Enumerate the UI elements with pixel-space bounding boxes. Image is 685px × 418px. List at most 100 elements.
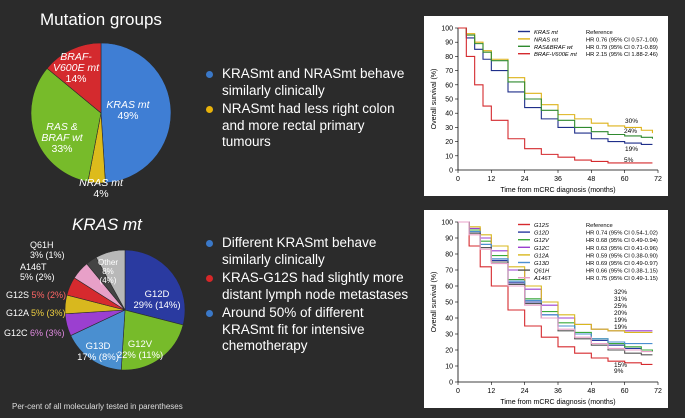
pie-label: RAS & (46, 121, 78, 133)
end-label: 19% (614, 317, 627, 324)
end-label: 25% (614, 303, 627, 310)
x-tick-label: 0 (456, 388, 460, 395)
legend-hr: Reference (586, 223, 613, 229)
y-tick-label: 0 (449, 380, 453, 387)
end-label: 30% (625, 118, 638, 125)
legend-hr: HR 0.76 (95% CI 0.57-1.00) (586, 37, 658, 43)
km-series-line (458, 27, 653, 145)
pie-slice (124, 249, 186, 326)
bullet-dot (206, 106, 213, 113)
legend-hr: HR 0.75 (95% CI 0.49-1.15) (586, 276, 658, 282)
pie-label: G12V (128, 339, 153, 350)
bullet-item: Around 50% of different KRASmt fit for i… (206, 305, 416, 355)
pie-slice (46, 42, 102, 114)
pie-outside-label: G12C 6% (3%) (4, 328, 65, 338)
footnote: Per-cent of all molecularly tested in pa… (12, 402, 183, 411)
y-tick-label: 80 (445, 54, 453, 61)
legend-hr: HR 0.74 (95% CI 0.54-1.02) (586, 231, 658, 237)
pie-outside-label: A146T 5% (2%) (20, 262, 55, 282)
end-label: 24% (624, 128, 637, 135)
x-tick-label: 72 (654, 176, 662, 183)
pie-label: 33% (51, 143, 72, 155)
pie-label: 29% (14%) (134, 300, 181, 311)
km-panel-top: 0 10 20 30 40 50 60 70 80 90 100 0 12 24 36 48 60 72 Time … (424, 16, 668, 196)
y-axis-label: Overall survival (%) (431, 69, 438, 130)
pie-label: 14% (65, 73, 86, 85)
y-tick-label: 50 (445, 300, 453, 307)
pie-outside-label: G12A 5% (3%) (6, 308, 66, 318)
mutation-groups-title: Mutation groups (40, 10, 162, 29)
pie-label: NRAS mt (79, 177, 124, 189)
pie-label: 17% (8%) (77, 352, 119, 363)
bullet-item: Different KRASmt behave similarly clinic… (206, 235, 416, 268)
y-tick-label: 100 (441, 220, 453, 227)
pie-label: 4% (93, 188, 108, 200)
y-tick-label: 100 (441, 26, 453, 33)
legend-label: G13D (534, 261, 549, 267)
km-series-line (458, 221, 653, 365)
x-tick-label: 72 (654, 388, 662, 395)
y-tick-label: 40 (445, 316, 453, 323)
pie-label: (4%) (100, 276, 117, 285)
legend-label: KRAS mt (534, 30, 558, 36)
pie-outside-label: G12S 5% (2%) (6, 290, 67, 300)
x-tick-label: 60 (621, 176, 629, 183)
legend-label: G12D (534, 231, 549, 237)
end-label: 20% (614, 310, 627, 317)
x-tick-label: 48 (587, 388, 595, 395)
y-tick-label: 50 (445, 97, 453, 104)
pie-label: BRAF- (60, 51, 92, 63)
bullet-item: KRASmt and NRASmt behave similarly clini… (206, 66, 406, 99)
pie-label: 22% (11%) (117, 350, 163, 361)
x-tick-label: 12 (487, 176, 495, 183)
y-tick-label: 20 (445, 139, 453, 146)
bullet-dot (206, 310, 213, 317)
x-tick-label: 48 (587, 176, 595, 183)
pie-label: BRAF wt (41, 132, 83, 144)
y-tick-label: 20 (445, 348, 453, 355)
y-tick-label: 30 (445, 125, 453, 132)
y-tick-label: 0 (449, 168, 453, 175)
legend-label: G12C (534, 246, 550, 252)
pie-label: V600E mt (53, 62, 100, 74)
legend-hr: HR 0.66 (95% CI 0.38-1.15) (586, 269, 658, 275)
pie-outside-label: Q61H 3% (1%) (30, 240, 65, 260)
x-tick-label: 36 (554, 176, 562, 183)
bullet-item: KRAS-G12S had slightly more distant lymp… (206, 270, 416, 303)
y-tick-label: 60 (445, 284, 453, 291)
end-label: 5% (624, 157, 634, 164)
x-axis-label: Time from mCRC diagnosis (months) (500, 187, 615, 194)
pie-slice (120, 309, 184, 371)
bullet-item: NRASmt had less right colon and more rec… (206, 101, 406, 151)
legend-label: G12S (534, 223, 549, 229)
legend-label: Q61H (534, 269, 550, 275)
legend-hr: HR 0.69 (95% CI 0.49-0.97) (586, 261, 658, 267)
top-bullets: KRASmt and NRASmt behave similarly clini… (206, 66, 406, 153)
kras-mt-title: KRAS mt (72, 215, 142, 234)
pie-label: G12D (145, 289, 170, 300)
end-label: 9% (614, 368, 624, 375)
end-label: 19% (625, 146, 638, 153)
bullet-dot (206, 240, 213, 247)
x-axis-label: Time from mCRC diagnosis (months) (500, 399, 615, 406)
y-tick-label: 60 (445, 82, 453, 89)
km-series-line (458, 221, 653, 353)
x-tick-label: 24 (521, 388, 529, 395)
pie-label: Other (98, 258, 118, 267)
bullet-dot (206, 275, 213, 282)
legend-label: G12A (534, 253, 549, 259)
pie-label: G13D (86, 341, 111, 352)
km-chart-top: 0 10 20 30 40 50 60 70 80 90 100 0 12 24 36 48 60 72 Time … (431, 26, 662, 195)
end-label: 32% (614, 289, 627, 296)
legend-label: NRAS mt (534, 37, 559, 43)
pie-slice (30, 67, 102, 183)
y-tick-label: 70 (445, 268, 453, 275)
y-tick-label: 90 (445, 236, 453, 243)
x-tick-label: 36 (554, 388, 562, 395)
end-label: 15% (614, 362, 627, 369)
y-tick-label: 40 (445, 111, 453, 118)
km-chart-bottom: 0 10 20 30 40 50 60 70 80 90 100 0 12 24 36 48 60 72 Time … (431, 220, 662, 407)
y-tick-label: 30 (445, 332, 453, 339)
